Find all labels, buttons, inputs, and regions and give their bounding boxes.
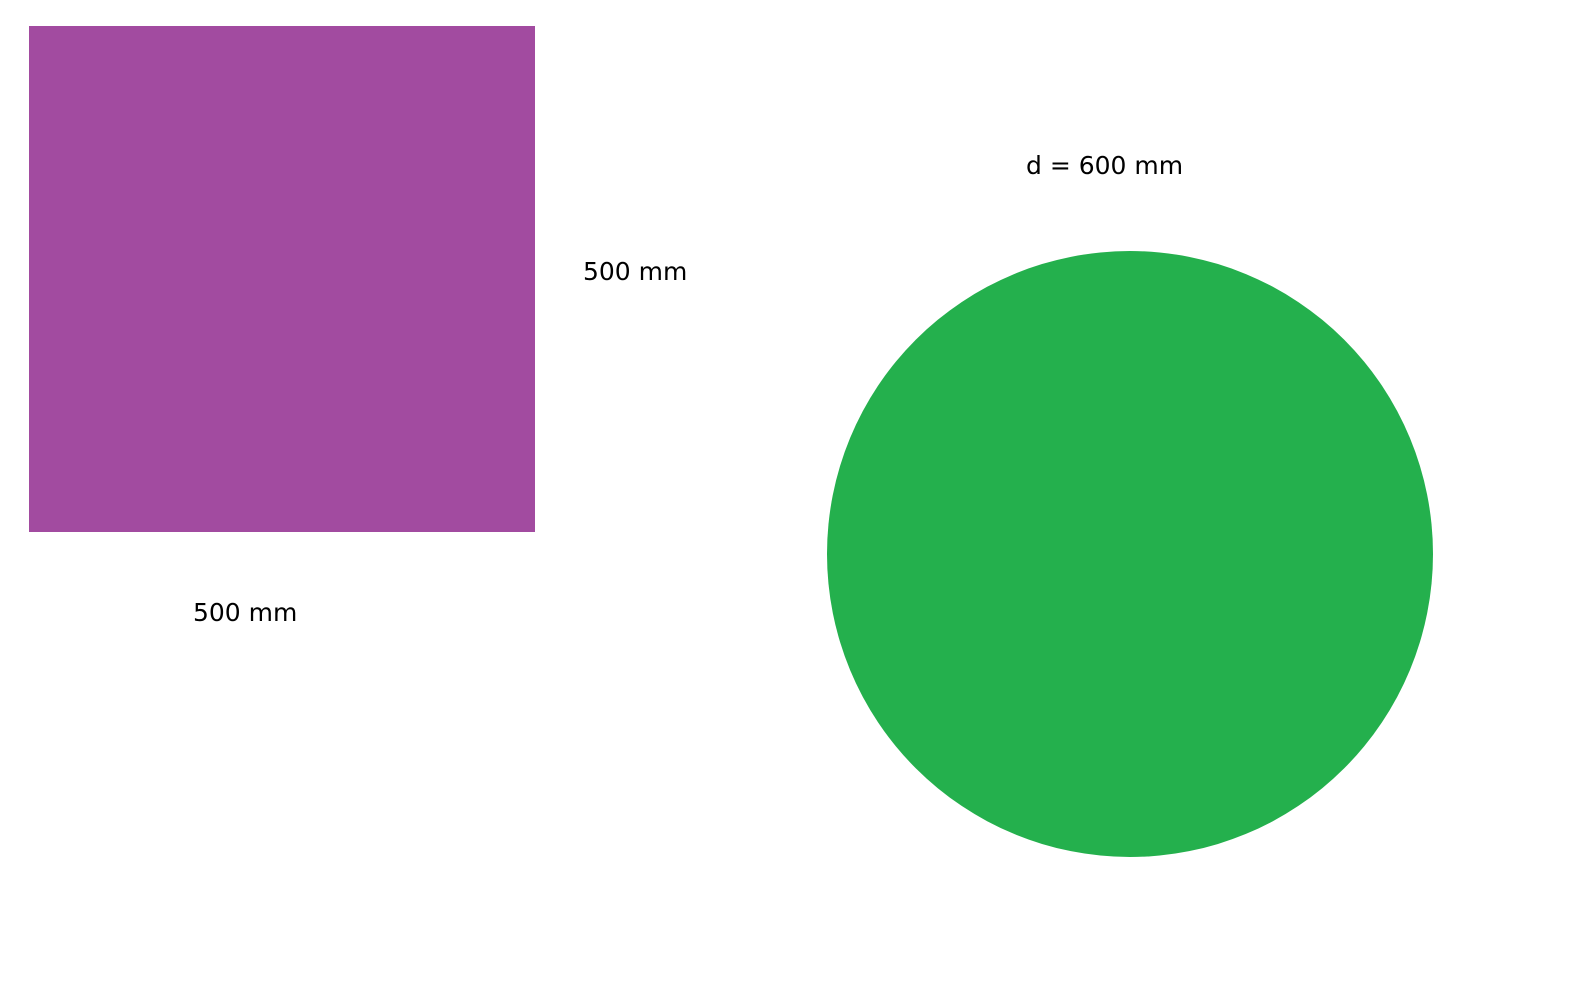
- circle-diameter-label: d = 600 mm: [1026, 151, 1184, 180]
- square-bottom-length-label: 500 mm: [193, 598, 298, 627]
- square-side-length-label: 500 mm: [583, 257, 688, 286]
- square-shape: [29, 26, 535, 532]
- circle-shape: [827, 251, 1433, 857]
